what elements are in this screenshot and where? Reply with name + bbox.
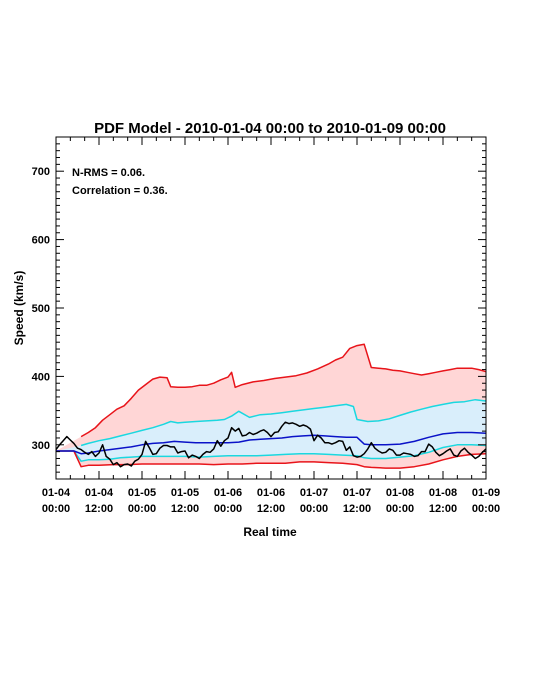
y-axis-label: Speed (km/s) — [12, 271, 26, 346]
series-line-observed — [55, 421, 487, 468]
x-axis-label: Real time — [243, 525, 297, 539]
series-line-inner-lower — [56, 444, 487, 462]
x-tick-label-date: 01-04 — [85, 487, 114, 499]
x-tick-label-date: 01-04 — [42, 487, 71, 499]
y-tick-label: 300 — [32, 440, 50, 452]
bands-layer — [56, 344, 486, 469]
x-tick-label-date: 01-08 — [429, 487, 457, 499]
lines-layer — [55, 343, 487, 469]
series-line-median — [56, 431, 487, 455]
x-tick-label-date: 01-05 — [128, 487, 156, 499]
x-axis: 01-04 00:00 01-04 12:00 01-05 00:00 01-05 12:00… — [42, 137, 500, 515]
chart-title: PDF Model - 2010-01-04 00:00 to 2010-01-… — [94, 120, 446, 137]
x-tick-label-date: 01-05 — [171, 487, 199, 499]
y-axis: 300 400 500 600 700 — [32, 136, 486, 480]
x-tick-label-time: 00:00 — [386, 503, 414, 515]
y-tick-label: 500 — [32, 303, 50, 315]
x-tick-label-date: 01-06 — [214, 487, 242, 499]
y-tick-label: 400 — [32, 371, 50, 383]
series-line-inner-upper — [80, 398, 487, 447]
x-tick-label-time: 00:00 — [300, 503, 328, 515]
x-tick-label-date: 01-07 — [343, 487, 371, 499]
x-tick-label-time: 12:00 — [257, 503, 285, 515]
correlation-annotation: Correlation = 0.36. — [72, 185, 168, 197]
x-tick-label-date: 01-08 — [386, 487, 414, 499]
x-tick-label-date: 01-07 — [300, 487, 328, 499]
series-line-outer-upper — [80, 343, 487, 438]
x-tick-label-time: 12:00 — [171, 503, 199, 515]
x-tick-label-date: 01-06 — [257, 487, 285, 499]
nrms-annotation: N-RMS = 0.06. — [72, 167, 145, 179]
y-tick-label: 700 — [32, 166, 50, 178]
x-tick-label-time: 00:00 — [214, 503, 242, 515]
y-tick-label: 600 — [32, 235, 50, 247]
x-tick-label-time: 12:00 — [85, 503, 113, 515]
x-tick-label-time: 12:00 — [429, 503, 457, 515]
x-tick-label-time: 00:00 — [42, 503, 70, 515]
x-tick-label-time: 00:00 — [472, 503, 500, 515]
x-tick-label-date: 01-09 — [472, 487, 500, 499]
x-tick-label-time: 00:00 — [128, 503, 156, 515]
x-tick-label-time: 12:00 — [343, 503, 371, 515]
